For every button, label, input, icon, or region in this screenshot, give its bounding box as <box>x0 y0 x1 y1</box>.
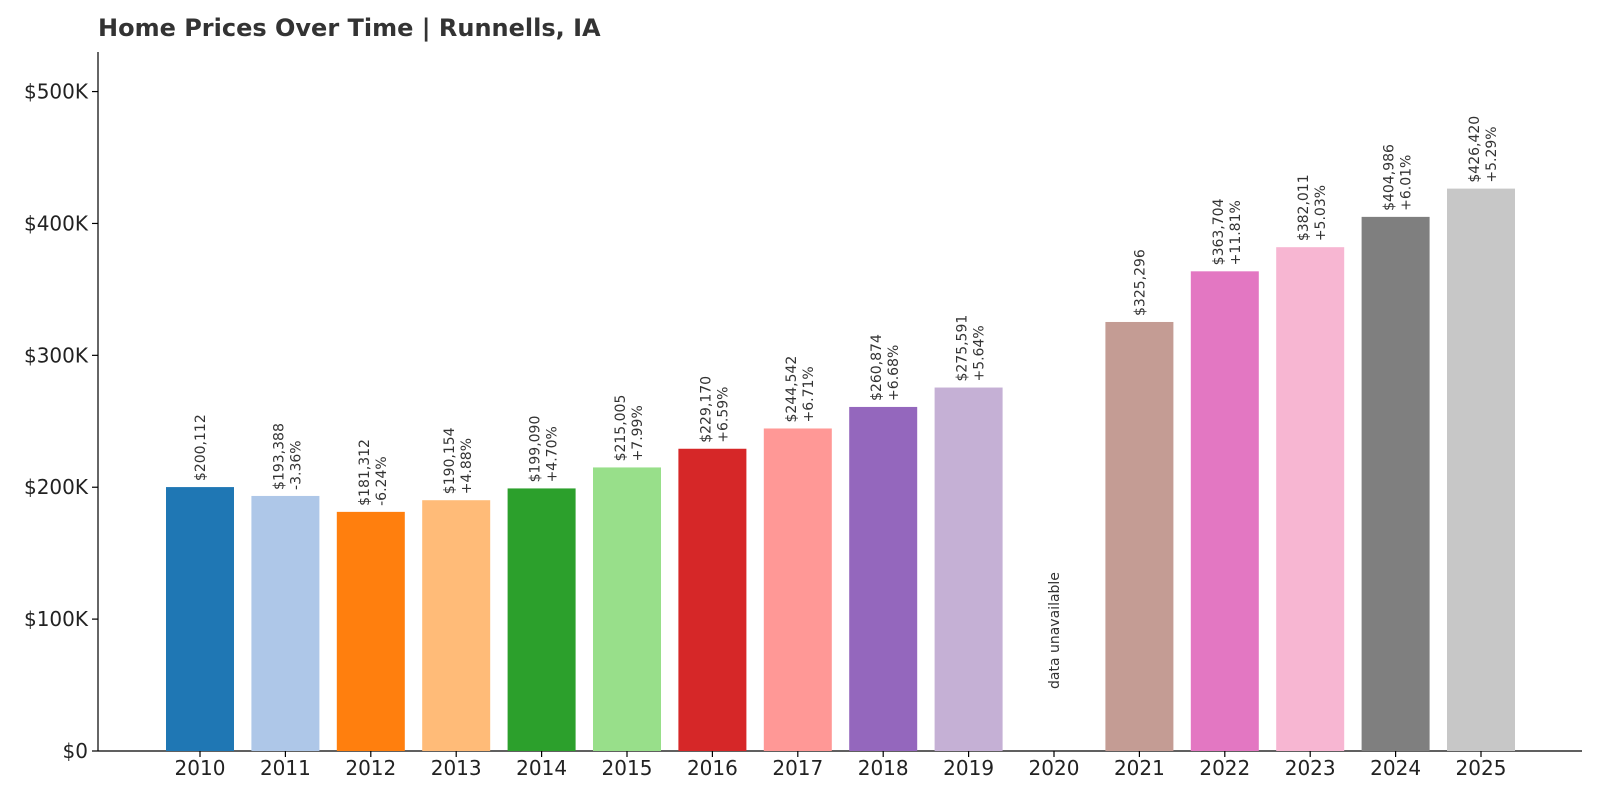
bar-value-label: $199,090+4.70% <box>528 416 561 483</box>
y-tick-label: $0 <box>63 739 88 763</box>
bar <box>1276 247 1345 751</box>
bar-value-label: $404,986+6.01% <box>1382 144 1415 211</box>
bar-value-label: $325,296 <box>1132 249 1148 316</box>
bar <box>934 387 1003 751</box>
x-tick-label: 2016 <box>687 756 738 780</box>
x-tick-label: 2021 <box>1114 756 1165 780</box>
bar-value-label: $426,420+5.29% <box>1467 116 1500 183</box>
bar-change-label: +4.70% <box>545 426 561 482</box>
bar-change-label: -3.36% <box>288 440 304 490</box>
bar-value-label: $181,312-6.24% <box>357 439 390 506</box>
bar-value-label: $260,874+6.68% <box>869 334 902 401</box>
bar-value-label: $244,542+6.71% <box>784 356 817 423</box>
axes: $0 $100K $200K $300K $400K $500K 2010 2011 2012 2… <box>24 52 1582 780</box>
bar-change-label: +6.59% <box>715 387 731 443</box>
bar <box>166 487 234 751</box>
bar-value-label: $200,112 <box>193 414 209 481</box>
x-tick-label: 2022 <box>1199 756 1250 780</box>
bar <box>1105 321 1174 751</box>
x-tick-label: 2019 <box>943 756 994 780</box>
bar <box>763 428 832 751</box>
x-tick-label: 2012 <box>345 756 396 780</box>
x-tick-label: 2013 <box>431 756 482 780</box>
x-tick-label: 2025 <box>1456 756 1507 780</box>
data-labels: $200,112 $193,388-3.36% $181,312-6.24% $190… <box>193 116 1500 689</box>
y-tick-label: $500K <box>24 80 89 104</box>
bar <box>251 495 320 751</box>
chart-title: Home Prices Over Time | Runnells, IA <box>98 14 601 42</box>
x-tick-label: 2014 <box>516 756 567 780</box>
bar <box>422 500 491 751</box>
bar-value-label: $229,170+6.59% <box>698 376 731 443</box>
x-tick-label: 2020 <box>1029 756 1080 780</box>
bar-change-label: +7.99% <box>630 405 646 461</box>
bar <box>593 467 661 751</box>
x-tick-label: 2011 <box>260 756 311 780</box>
bar <box>1190 271 1259 751</box>
y-tick-label: $100K <box>24 607 89 631</box>
x-tick-label: 2018 <box>858 756 909 780</box>
bar-change-label: +5.03% <box>1313 185 1329 241</box>
missing-data-label: data unavailable <box>1047 572 1063 689</box>
bar-change-label: +11.81% <box>1228 200 1244 265</box>
bar-change-label: +5.29% <box>1484 126 1500 182</box>
bar-value-label: $193,388-3.36% <box>271 423 304 490</box>
bar-change-label: +5.64% <box>972 325 988 381</box>
bar <box>336 511 405 751</box>
bar-change-label: -6.24% <box>374 456 390 506</box>
bar-change-label: +6.68% <box>886 345 902 401</box>
x-tick-label: 2015 <box>602 756 653 780</box>
x-tick-label: 2023 <box>1285 756 1336 780</box>
bar-value-label: $215,005+7.99% <box>613 395 646 462</box>
bar <box>1361 216 1430 751</box>
x-tick-label: 2017 <box>772 756 823 780</box>
bar-value-label: $275,591+5.64% <box>955 315 988 382</box>
bar-change-label: +6.71% <box>801 366 817 422</box>
y-tick-label: $200K <box>24 475 89 499</box>
bar <box>507 488 576 751</box>
bar <box>849 406 918 751</box>
bar-value-label: $363,704+11.81% <box>1211 198 1244 265</box>
bar <box>1447 188 1515 751</box>
x-tick-label: 2024 <box>1370 756 1421 780</box>
y-tick-label: $400K <box>24 211 89 235</box>
bar-change-label: +6.01% <box>1399 155 1415 211</box>
bar-change-label: +4.88% <box>459 438 475 494</box>
x-tick-label: 2010 <box>175 756 226 780</box>
bar-value-label: $382,011+5.03% <box>1296 174 1329 241</box>
bars <box>166 188 1515 751</box>
bar-value-label: $190,154+4.88% <box>442 427 475 494</box>
y-tick-label: $300K <box>24 343 89 367</box>
bar <box>678 448 747 751</box>
